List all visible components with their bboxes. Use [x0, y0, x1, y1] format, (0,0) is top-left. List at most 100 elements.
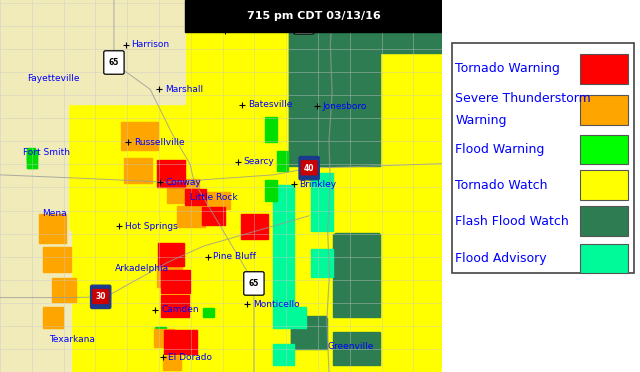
- Bar: [335, 0, 379, 104]
- Text: Severe Thunderstorm: Severe Thunderstorm: [456, 92, 591, 105]
- Bar: [157, 160, 186, 187]
- Text: Batesville: Batesville: [248, 100, 292, 109]
- Bar: [122, 122, 157, 150]
- Bar: [277, 151, 289, 171]
- Bar: [28, 151, 37, 168]
- Bar: [333, 234, 380, 317]
- Bar: [157, 267, 182, 287]
- Text: Monticello: Monticello: [253, 300, 300, 309]
- FancyBboxPatch shape: [90, 285, 111, 309]
- Bar: [311, 173, 333, 231]
- Bar: [580, 170, 628, 200]
- Text: 65: 65: [109, 58, 119, 67]
- Bar: [28, 148, 35, 162]
- Bar: [289, 1, 342, 53]
- Bar: [124, 158, 152, 183]
- Bar: [28, 150, 37, 168]
- Text: Warning: Warning: [456, 115, 507, 127]
- Bar: [289, 0, 442, 53]
- Bar: [580, 95, 628, 125]
- Text: Mountain Home: Mountain Home: [231, 26, 303, 35]
- FancyBboxPatch shape: [301, 160, 317, 175]
- Bar: [177, 206, 205, 227]
- Text: Russellville: Russellville: [134, 138, 184, 147]
- Bar: [161, 270, 190, 293]
- Bar: [452, 43, 634, 273]
- Bar: [291, 316, 326, 346]
- Text: Pine Bluff: Pine Bluff: [213, 252, 256, 261]
- Bar: [333, 106, 380, 166]
- Bar: [241, 214, 268, 239]
- Text: Camden: Camden: [161, 305, 199, 314]
- Text: Mena: Mena: [42, 209, 67, 218]
- Polygon shape: [68, 0, 186, 104]
- Bar: [154, 329, 173, 347]
- Text: Texarkana: Texarkana: [49, 335, 95, 344]
- Bar: [580, 244, 628, 273]
- FancyBboxPatch shape: [244, 272, 264, 295]
- Bar: [68, 0, 442, 372]
- Bar: [52, 278, 76, 302]
- Bar: [273, 185, 294, 328]
- Text: Flood Advisory: Flood Advisory: [456, 252, 547, 265]
- Bar: [291, 318, 327, 349]
- Bar: [186, 0, 442, 32]
- Bar: [295, 307, 306, 328]
- Text: Conway: Conway: [166, 178, 202, 187]
- FancyBboxPatch shape: [299, 156, 319, 180]
- Text: Fayetteville: Fayetteville: [27, 74, 79, 83]
- Bar: [335, 104, 379, 164]
- Text: Fort Smith: Fort Smith: [24, 148, 70, 157]
- Bar: [161, 295, 189, 317]
- Bar: [289, 53, 333, 119]
- Bar: [0, 231, 70, 372]
- Text: Hot Springs: Hot Springs: [125, 222, 178, 231]
- Bar: [167, 179, 198, 203]
- Bar: [580, 206, 628, 236]
- Text: Marshall: Marshall: [164, 85, 203, 94]
- Bar: [202, 192, 230, 209]
- Bar: [265, 117, 277, 142]
- Bar: [44, 247, 70, 272]
- Bar: [335, 333, 379, 363]
- Bar: [289, 52, 333, 119]
- Bar: [202, 207, 225, 225]
- Text: Flash Flood Watch: Flash Flood Watch: [456, 215, 569, 228]
- Bar: [203, 308, 214, 317]
- Bar: [184, 189, 206, 205]
- Text: Brinkley: Brinkley: [300, 180, 337, 189]
- Text: Searcy: Searcy: [243, 157, 274, 166]
- Bar: [273, 344, 294, 365]
- Text: 715 pm CDT 03/13/16: 715 pm CDT 03/13/16: [246, 11, 380, 21]
- Text: Tornado Warning: Tornado Warning: [456, 62, 561, 75]
- Bar: [289, 119, 333, 166]
- FancyBboxPatch shape: [92, 289, 109, 304]
- Bar: [164, 330, 197, 354]
- Bar: [335, 232, 379, 314]
- Bar: [580, 135, 628, 164]
- FancyBboxPatch shape: [104, 51, 124, 74]
- Bar: [0, 0, 68, 372]
- Bar: [163, 356, 181, 370]
- Text: Little Rock: Little Rock: [190, 193, 238, 202]
- Bar: [333, 2, 380, 106]
- Bar: [311, 249, 333, 277]
- Text: Greenville: Greenville: [327, 342, 374, 351]
- Text: Jonesboro: Jonesboro: [323, 102, 367, 110]
- Bar: [44, 307, 63, 328]
- Bar: [39, 214, 67, 243]
- Bar: [265, 180, 277, 201]
- Text: 40: 40: [304, 164, 314, 173]
- Text: 67: 67: [298, 18, 309, 27]
- Bar: [154, 327, 166, 336]
- Text: Tornado Watch: Tornado Watch: [456, 179, 548, 192]
- Bar: [333, 332, 380, 365]
- Text: Arkadelphia: Arkadelphia: [115, 264, 170, 273]
- Text: El Dorado: El Dorado: [168, 353, 212, 362]
- Text: 65: 65: [249, 279, 259, 288]
- Text: Flood Warning: Flood Warning: [456, 143, 545, 156]
- Bar: [580, 54, 628, 84]
- Text: 30: 30: [95, 292, 106, 301]
- Bar: [158, 243, 184, 266]
- FancyBboxPatch shape: [294, 10, 314, 34]
